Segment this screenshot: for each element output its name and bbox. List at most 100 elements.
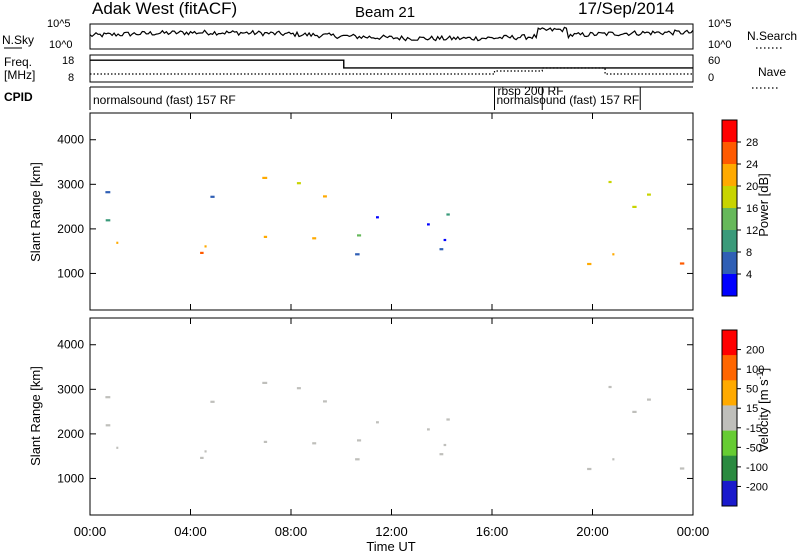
velocity-cell — [439, 453, 444, 456]
y-tick-label: 3000 — [57, 177, 84, 191]
colorbar-tick-label: 4 — [746, 269, 752, 281]
colorbar-frame — [721, 329, 738, 507]
noise-sky-label: N.Sky — [2, 33, 34, 47]
power-cell — [210, 195, 215, 198]
noise-panel-frame — [89, 23, 694, 50]
colorbar-tick-label: -200 — [746, 481, 768, 493]
velocity-cell — [296, 387, 301, 390]
velocity-cell — [105, 424, 111, 427]
colorbar-tick-label: 8 — [746, 247, 752, 259]
frequency-trace — [90, 59, 693, 69]
colorbar-tick-label: -15 — [746, 423, 762, 435]
x-tick-label: 16:00 — [476, 524, 509, 539]
x-tick-label: 08:00 — [275, 524, 308, 539]
velocity-cell — [608, 385, 612, 389]
freq-label-2: [MHz] — [4, 68, 35, 82]
power-cell — [200, 251, 204, 254]
nave-label: Nave — [758, 65, 786, 79]
velocity-ylabel: Slant Range [km] — [28, 366, 43, 466]
colorbar-segment — [722, 142, 737, 165]
power-cell — [262, 176, 268, 179]
colorbar-segment — [722, 330, 737, 356]
cpid-label: CPID — [4, 90, 33, 104]
freq-left-tick-bottom: 8 — [68, 72, 74, 84]
y-tick-label: 1000 — [57, 471, 84, 485]
colorbar-segment — [722, 120, 737, 143]
power-cell — [323, 195, 327, 198]
y-tick-label: 4000 — [57, 133, 84, 147]
nave-right-tick-bottom: 0 — [708, 72, 714, 84]
velocity-cell — [357, 439, 362, 442]
colorbar-segment — [722, 208, 737, 231]
power-cell — [357, 234, 362, 237]
colorbar-tick-label: 24 — [746, 159, 758, 171]
freq-label-1: Freq. — [4, 55, 32, 69]
power-cell — [116, 241, 119, 244]
beam-title: Beam 21 — [355, 4, 415, 21]
time-x-ticks: 00:00 04:00 08:00 12:00 16:00 20:00 00:00 — [74, 113, 709, 539]
y-tick-label: 4000 — [57, 338, 84, 352]
x-tick-label: 00:00 — [74, 524, 107, 539]
velocity-cell — [427, 428, 430, 431]
power-cell — [632, 205, 637, 208]
velocity-cell — [376, 421, 379, 424]
noise-left-tick-top: 10^5 — [47, 18, 71, 30]
power-ylabel: Slant Range [km] — [28, 162, 43, 262]
power-cell — [612, 253, 615, 256]
power-colorbar: 28 24 20 16 12 8 4 — [721, 119, 758, 297]
cpid-program-label: normalsound (fast) 157 RF — [497, 93, 640, 107]
power-cell — [587, 262, 592, 266]
power-panel-frame — [89, 112, 694, 311]
noise-left-tick-bottom: 10^0 — [49, 39, 73, 51]
colorbar-segment — [722, 230, 737, 253]
power-cell — [376, 216, 379, 219]
velocity-colorbar-label: Velocity [m s-1] — [755, 368, 771, 453]
velocity-colorbar: 200 100 50 15 -15 -50 -100 -200 — [721, 329, 768, 507]
power-cell — [608, 180, 612, 184]
velocity-cell — [204, 450, 207, 453]
velocity-cell — [679, 467, 685, 470]
power-echo-cells — [105, 176, 685, 266]
colorbar-tick-label: 100 — [746, 364, 764, 376]
cpid-program-label: normalsound (fast) 157 RF — [93, 93, 236, 107]
velocity-y-ticks: 4000 3000 2000 1000 — [57, 338, 693, 485]
velocity-cell — [647, 398, 651, 401]
colorbar-tick-label: 12 — [746, 225, 758, 237]
colorbar-tick-label: 28 — [746, 137, 758, 149]
power-cell — [647, 193, 651, 196]
power-y-ticks: 4000 3000 2000 1000 — [57, 133, 693, 280]
colorbar-tick-label: 16 — [746, 203, 758, 215]
velocity-cell — [312, 442, 317, 445]
colorbar-segment — [722, 252, 737, 275]
power-cell — [355, 253, 360, 256]
station-title: Adak West (fitACF) — [92, 0, 237, 18]
velocity-cell — [587, 467, 592, 471]
power-cell — [427, 223, 430, 226]
freq-left-tick-top: 18 — [62, 55, 74, 67]
noise-sky-trace — [89, 26, 694, 42]
power-cell — [679, 262, 685, 265]
colorbar-segment — [722, 164, 737, 187]
colorbar-segment — [722, 480, 737, 507]
velocity-cell — [116, 446, 119, 449]
colorbar-segment — [722, 405, 737, 431]
velocity-cell — [105, 396, 111, 399]
x-axis-label: Time UT — [366, 539, 415, 554]
power-cell — [296, 182, 301, 185]
velocity-echo-cells — [105, 381, 685, 471]
velocity-cell — [323, 400, 327, 403]
velocity-panel-frame — [89, 317, 694, 516]
power-cell — [312, 237, 317, 240]
y-tick-label: 3000 — [57, 382, 84, 396]
power-cell — [263, 235, 268, 238]
velocity-cell — [355, 458, 360, 461]
date-title: 17/Sep/2014 — [578, 0, 674, 18]
velocity-cell — [443, 443, 447, 447]
velocity-cell — [200, 456, 204, 459]
x-tick-label: 04:00 — [174, 524, 207, 539]
colorbar-tick-label: -50 — [746, 442, 762, 454]
power-cell — [443, 238, 447, 242]
colorbar-segment — [722, 380, 737, 406]
power-cell — [439, 248, 444, 251]
